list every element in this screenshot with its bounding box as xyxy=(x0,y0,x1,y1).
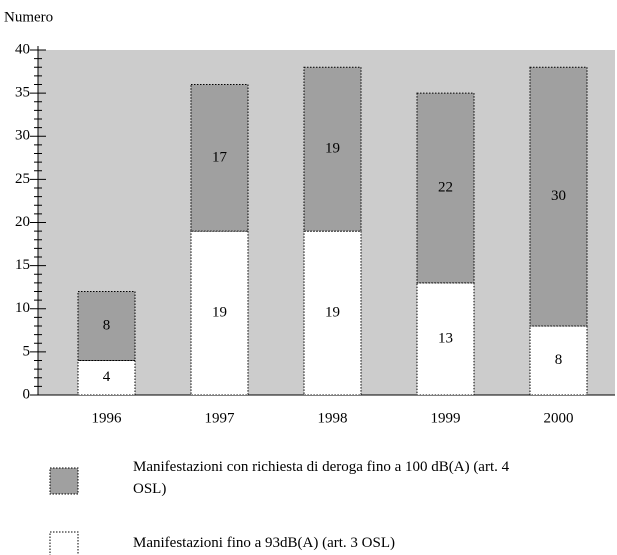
legend-swatch xyxy=(49,467,79,495)
x-tick-label: 1999 xyxy=(431,410,461,426)
bar-segment xyxy=(77,360,136,396)
data-label: 13 xyxy=(438,330,453,346)
y-tick-label: 30 xyxy=(15,128,30,144)
data-label: 19 xyxy=(325,141,340,157)
y-tick-label: 0 xyxy=(23,386,31,402)
bar-segment xyxy=(190,84,249,232)
bar-segment xyxy=(529,325,588,396)
y-tick-label: 10 xyxy=(15,300,30,316)
bar-segment xyxy=(416,92,475,284)
y-axis-label: Numero xyxy=(4,9,53,25)
data-label: 8 xyxy=(103,317,111,333)
y-tick-label: 20 xyxy=(15,214,30,230)
data-label: 19 xyxy=(325,305,340,321)
y-tick-label: 25 xyxy=(15,171,30,187)
bar-segment xyxy=(529,66,588,327)
x-tick-label: 1998 xyxy=(318,410,348,426)
bar-segment xyxy=(77,291,136,361)
x-tick-label: 1996 xyxy=(92,410,123,426)
data-label: 22 xyxy=(438,179,453,195)
legend-label: Manifestazioni con richiesta di deroga f… xyxy=(133,459,510,497)
data-label: 17 xyxy=(212,149,228,165)
bar-segment xyxy=(303,230,362,396)
x-tick-label: 1997 xyxy=(205,410,236,426)
data-label: 19 xyxy=(212,305,227,321)
legend-label: Manifestazioni fino a 93dB(A) (art. 3 OS… xyxy=(133,535,396,551)
bar-segment xyxy=(303,66,362,232)
y-tick-label: 35 xyxy=(15,85,30,101)
data-label: 8 xyxy=(555,352,563,368)
y-tick-label: 5 xyxy=(23,343,31,359)
data-label: 4 xyxy=(103,369,111,385)
legend-swatch xyxy=(49,531,79,555)
y-tick-label: 40 xyxy=(15,41,30,57)
data-label: 30 xyxy=(551,188,566,204)
bar-segment xyxy=(190,230,249,396)
y-tick-label: 15 xyxy=(15,257,30,273)
x-tick-label: 2000 xyxy=(544,410,574,426)
